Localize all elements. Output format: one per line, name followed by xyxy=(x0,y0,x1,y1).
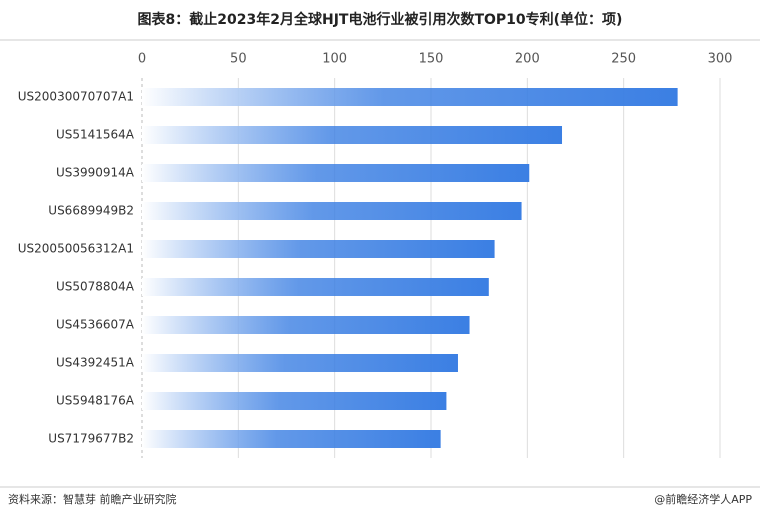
bar xyxy=(142,354,458,372)
y-tick-label: US5141564A xyxy=(56,128,135,142)
source-note: 资料来源：智慧芽 前瞻产业研究院 xyxy=(8,492,177,506)
x-tick-label: 0 xyxy=(138,52,146,67)
y-tick-label: US6689949B2 xyxy=(48,204,134,218)
x-tick-label: 150 xyxy=(419,52,444,67)
plot-area: 0 50 100 150 200 250 300 US20030070707A1 US51415… xyxy=(18,52,733,458)
bar xyxy=(142,240,495,258)
y-tick-label: US5948176A xyxy=(56,394,135,408)
y-tick-label: US20050056312A1 xyxy=(18,242,134,256)
bar xyxy=(142,278,489,296)
x-tick-label: 300 xyxy=(708,52,733,67)
bar xyxy=(142,88,678,106)
bar xyxy=(142,164,530,182)
credit: @前瞻经济学人APP xyxy=(654,492,752,506)
y-tick-label: US7179677B2 xyxy=(48,432,134,446)
bar xyxy=(142,126,563,144)
y-tick-label: US3990914A xyxy=(56,166,135,180)
y-tick-label: US20030070707A1 xyxy=(18,90,134,104)
y-tick-label: US4536607A xyxy=(56,318,135,332)
x-tick-label: 200 xyxy=(515,52,540,67)
bar xyxy=(142,202,522,220)
y-tick-label: US5078804A xyxy=(56,280,135,294)
y-tick-label: US4392451A xyxy=(56,356,135,370)
bar xyxy=(142,392,447,410)
x-tick-label: 250 xyxy=(611,52,636,67)
bar xyxy=(142,316,470,334)
x-tick-label: 100 xyxy=(322,52,347,67)
x-tick-label: 50 xyxy=(230,52,247,67)
chart-title: 图表8：截止2023年2月全球HJT电池行业被引用次数TOP10专利(单位：项) xyxy=(138,11,623,28)
bar xyxy=(142,430,441,448)
